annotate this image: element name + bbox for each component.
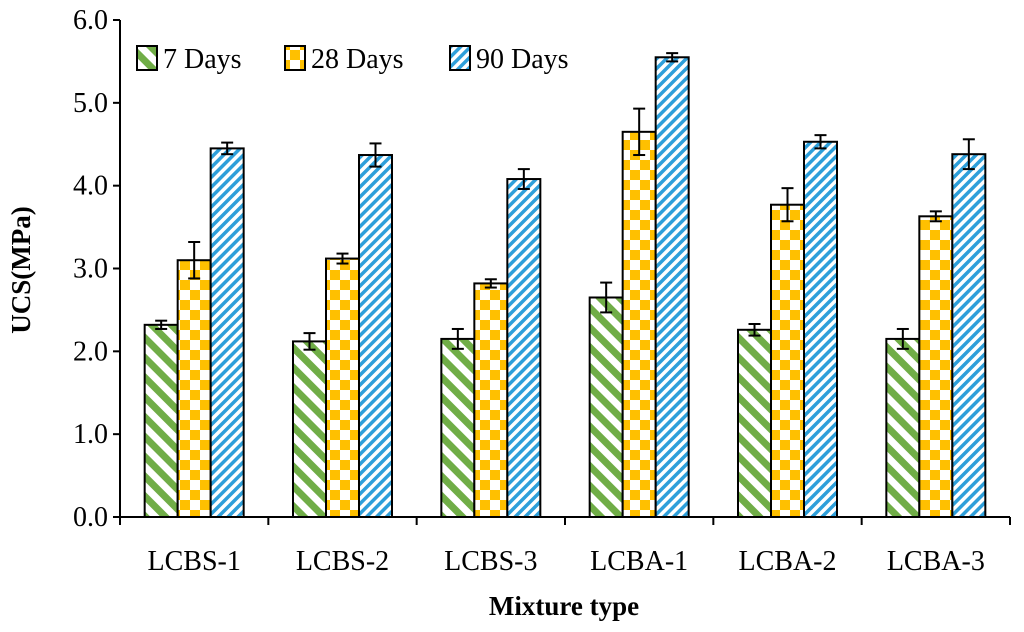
y-tick-label: 0.0 <box>73 502 108 533</box>
bar-lcbs-3-7-days <box>440 337 476 518</box>
error-bar-lcba-3-7-days <box>896 327 909 350</box>
axes-group: 0.0 1.0 2.0 3.0 4.0 5.0 6.0 LCBS-1 LCBS-2 LCBS-3 L… <box>73 5 1011 577</box>
error-bar-lcba-3-28-days <box>929 210 942 223</box>
y-axis-title: UCS(MPa) <box>6 206 36 333</box>
bar-lcbs-3-28-days <box>473 282 509 518</box>
bar-lcbs-3-90-days <box>506 178 542 518</box>
bar-lcba-1-7-days <box>588 296 624 518</box>
legend-item-90-days: 90 Days <box>449 44 569 75</box>
error-bar-lcba-2-7-days <box>748 322 761 337</box>
legend-item-28-days: 28 Days <box>284 44 404 75</box>
legend-swatch <box>284 45 306 71</box>
bar-lcba-3-28-days <box>918 215 954 518</box>
legend-item-7-days: 7 Days <box>136 44 242 75</box>
bar-lcbs-1-28-days <box>176 259 212 518</box>
bar-lcbs-2-90-days <box>358 154 393 518</box>
bar-lcbs-1-90-days <box>209 147 245 518</box>
error-bar-lcba-3-90-days <box>962 138 975 171</box>
x-tick-label: LCBS-1 <box>147 546 240 577</box>
legend-label: 7 Days <box>163 44 242 75</box>
error-bar-lcba-2-28-days <box>781 187 794 223</box>
error-bar-lcba-1-7-days <box>600 281 613 314</box>
error-bar-lcbs-1-7-days <box>155 319 168 330</box>
bar-lcba-2-7-days <box>737 328 772 518</box>
error-bar-lcbs-1-28-days <box>188 240 201 280</box>
bar-lcba-3-7-days <box>885 337 921 518</box>
y-tick-label: 6.0 <box>73 5 108 36</box>
bar-lcbs-2-28-days <box>325 257 360 518</box>
bar-lcba-1-28-days <box>621 130 657 518</box>
error-bar-lcbs-2-28-days <box>336 252 349 265</box>
error-bar-lcbs-3-28-days <box>484 278 497 289</box>
error-bar-lcba-2-90-days <box>814 134 827 150</box>
error-bar-lcbs-3-90-days <box>517 168 530 190</box>
y-tick-label: 1.0 <box>73 419 108 450</box>
error-bar-lcba-1-90-days <box>666 52 679 63</box>
legend-label: 90 Days <box>476 44 569 75</box>
bar-lcba-2-28-days <box>770 203 805 519</box>
legend-label: 28 Days <box>311 44 404 75</box>
bar-lcba-2-90-days <box>803 140 838 518</box>
y-tick-label: 3.0 <box>73 254 108 285</box>
x-tick-label: LCBA-3 <box>887 546 985 577</box>
bars-group <box>143 56 987 519</box>
y-tick-label: 4.0 <box>73 171 108 202</box>
bar-lcba-3-90-days <box>951 153 987 518</box>
x-tick-label: LCBS-3 <box>444 546 537 577</box>
legend: 7 Days 28 Days 90 Days <box>136 44 569 75</box>
bar-lcbs-2-7-days <box>292 340 327 519</box>
x-tick-label: LCBS-2 <box>296 546 389 577</box>
legend-swatch <box>449 45 471 71</box>
bar-lcbs-1-7-days <box>143 323 179 518</box>
error-bar-lcbs-2-90-days <box>369 142 382 168</box>
y-tick-label: 2.0 <box>73 336 108 367</box>
y-tick-label: 5.0 <box>73 88 108 119</box>
error-bar-lcbs-2-7-days <box>303 332 316 351</box>
error-bars-group <box>155 52 975 351</box>
x-tick-label: LCBA-1 <box>590 546 688 577</box>
legend-swatch <box>136 45 158 71</box>
bar-lcba-1-90-days <box>654 56 690 519</box>
x-axis-title: Mixture type <box>489 591 639 621</box>
error-bar-lcba-1-28-days <box>633 107 646 157</box>
error-bar-lcbs-1-90-days <box>221 141 234 156</box>
x-tick-label: LCBA-2 <box>739 546 837 577</box>
error-bar-lcbs-3-7-days <box>451 327 464 350</box>
